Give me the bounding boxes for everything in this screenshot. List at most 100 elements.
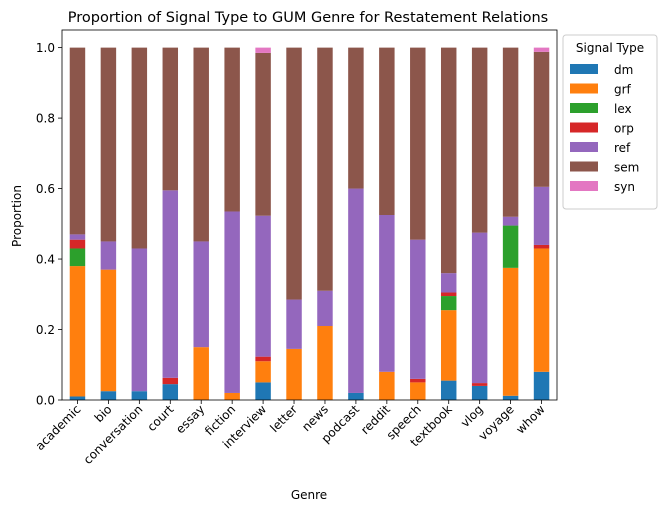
bar-segment-orp-speech bbox=[410, 378, 426, 383]
x-axis-label: Genre bbox=[291, 488, 327, 502]
bar-segment-dm-voyage bbox=[502, 395, 519, 400]
legend-label-grf: grf bbox=[614, 83, 632, 97]
x-tick-label-bio: bio bbox=[92, 402, 115, 425]
bar-segment-sem-speech bbox=[410, 47, 426, 240]
legend-swatch-ref bbox=[570, 142, 598, 152]
legend-label-lex: lex bbox=[614, 102, 632, 116]
bar-segment-orp-whow bbox=[533, 244, 550, 249]
bar-segment-dm-bio bbox=[100, 391, 117, 400]
legend-title: Signal Type bbox=[576, 41, 644, 55]
bar-segment-sem-conversation bbox=[131, 47, 148, 249]
bar-segment-sem-academic bbox=[69, 47, 86, 235]
bar-segment-ref-whow bbox=[533, 186, 550, 245]
bar-segment-dm-academic bbox=[69, 396, 86, 400]
legend-swatch-dm bbox=[570, 64, 598, 74]
bar-segment-ref-voyage bbox=[502, 216, 519, 226]
bar-segment-dm-interview bbox=[255, 382, 271, 400]
bar-segment-dm-conversation bbox=[131, 391, 148, 400]
bar-segment-dm-court bbox=[162, 384, 179, 400]
bar-segment-ref-textbook bbox=[440, 273, 457, 293]
bar-segment-dm-whow bbox=[533, 371, 550, 400]
bar-segment-sem-news bbox=[317, 47, 333, 291]
bar-segment-syn-interview bbox=[255, 47, 271, 53]
bar-segment-sem-voyage bbox=[502, 47, 519, 217]
bar-segment-sem-essay bbox=[193, 47, 209, 242]
bar-segment-sem-court bbox=[162, 47, 179, 191]
bar-segment-sem-reddit bbox=[379, 47, 395, 216]
legend-label-sem: sem bbox=[614, 161, 639, 175]
legend-swatch-sem bbox=[570, 161, 598, 172]
bar-segment-grf-essay bbox=[193, 347, 209, 400]
y-tick-label: 0.4 bbox=[36, 253, 55, 267]
bar-segment-ref-podcast bbox=[348, 188, 364, 393]
bar-segment-ref-fiction bbox=[224, 211, 240, 393]
legend-label-dm: dm bbox=[614, 63, 633, 77]
bar-segment-ref-essay bbox=[193, 241, 209, 348]
legend-swatch-lex bbox=[570, 103, 598, 113]
y-axis-label: Proportion bbox=[10, 185, 24, 247]
bar-segment-grf-reddit bbox=[379, 371, 395, 400]
x-tick-label-academic: academic bbox=[33, 402, 84, 453]
bar-segment-orp-textbook bbox=[440, 292, 457, 297]
bar-segment-grf-textbook bbox=[440, 310, 457, 381]
legend: Signal Type dm grf lex orp ref sem syn bbox=[562, 34, 658, 210]
bar-segment-ref-bio bbox=[100, 241, 117, 270]
bar-segment-ref-conversation bbox=[131, 248, 148, 392]
y-tick-label: 0.6 bbox=[36, 182, 55, 196]
bar-segment-sem-textbook bbox=[440, 47, 457, 274]
chart-title: Proportion of Signal Type to GUM Genre f… bbox=[68, 10, 548, 26]
legend-swatch-grf bbox=[570, 83, 598, 94]
bar-segment-sem-whow bbox=[533, 51, 550, 187]
bar-segment-dm-textbook bbox=[440, 380, 457, 400]
bar-segment-lex-textbook bbox=[440, 296, 457, 311]
bar-segment-ref-interview bbox=[255, 215, 271, 357]
bar-segment-syn-whow bbox=[533, 47, 550, 52]
legend-label-syn: syn bbox=[614, 180, 635, 194]
bar-segment-grf-voyage bbox=[502, 267, 519, 396]
bar-segment-grf-interview bbox=[255, 361, 271, 383]
bar-segment-ref-vlog bbox=[471, 232, 488, 384]
bar-segment-ref-letter bbox=[286, 299, 302, 349]
bar-segment-grf-news bbox=[317, 326, 333, 400]
bar-segment-orp-court bbox=[162, 377, 179, 385]
bar-segment-ref-reddit bbox=[379, 215, 395, 372]
x-tick-label-court: court bbox=[144, 402, 176, 434]
bar-segment-sem-bio bbox=[100, 47, 117, 242]
x-tick-label-letter: letter bbox=[267, 402, 300, 435]
bar-segment-grf-fiction bbox=[224, 392, 240, 400]
bar-segment-lex-voyage bbox=[502, 225, 519, 268]
x-tick-label-whow: whow bbox=[513, 402, 547, 436]
axes-frame bbox=[61, 29, 558, 401]
y-tick-label: 0.0 bbox=[36, 394, 55, 408]
x-tick-label-essay: essay bbox=[173, 402, 207, 436]
bar-segment-sem-fiction bbox=[224, 47, 240, 212]
bar-segment-ref-academic bbox=[69, 234, 86, 240]
legend-swatch-syn bbox=[570, 181, 598, 191]
bar-segment-sem-podcast bbox=[348, 47, 364, 189]
legend-label-ref: ref bbox=[614, 141, 631, 155]
bar-segment-ref-speech bbox=[410, 239, 426, 379]
bar-segment-grf-whow bbox=[533, 248, 550, 372]
bar-segment-grf-academic bbox=[69, 266, 86, 397]
bar-segment-orp-vlog bbox=[471, 383, 488, 386]
bar-segment-sem-letter bbox=[286, 47, 302, 300]
bar-segment-lex-academic bbox=[69, 248, 86, 267]
bar-segment-grf-bio bbox=[100, 269, 117, 392]
bar-segment-orp-interview bbox=[255, 356, 271, 362]
y-tick-label: 0.8 bbox=[36, 112, 55, 126]
bar-segment-dm-podcast bbox=[348, 392, 364, 400]
bar-segment-grf-letter bbox=[286, 348, 302, 400]
legend-label-orp: orp bbox=[614, 122, 634, 136]
bar-segment-grf-speech bbox=[410, 382, 426, 400]
bar-segment-orp-academic bbox=[69, 239, 86, 249]
bar-segment-sem-vlog bbox=[471, 47, 488, 233]
bar-segment-dm-vlog bbox=[471, 385, 488, 400]
x-tick-label-vlog: vlog bbox=[458, 402, 486, 430]
y-tick-label: 0.2 bbox=[36, 323, 55, 337]
bar-segment-sem-interview bbox=[255, 52, 271, 216]
y-tick-label: 1.0 bbox=[36, 41, 55, 55]
legend-swatch-orp bbox=[570, 122, 598, 133]
bar-segment-ref-news bbox=[317, 290, 333, 326]
